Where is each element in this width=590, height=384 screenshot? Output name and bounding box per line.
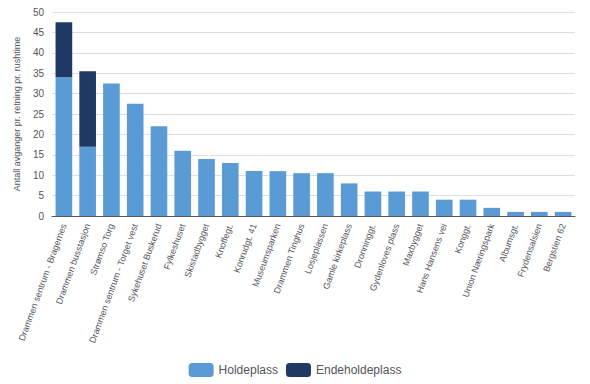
svg-text:Antall avganger pr. retning pr: Antall avganger pr. retning pr. rushtime xyxy=(12,37,22,192)
svg-text:Losjeplassen: Losjeplassen xyxy=(303,222,330,275)
svg-text:30: 30 xyxy=(33,88,45,99)
svg-text:5: 5 xyxy=(38,190,44,201)
svg-text:Drammen sentrum - Torget vest: Drammen sentrum - Torget vest xyxy=(87,222,140,345)
svg-text:Holdeplass: Holdeplass xyxy=(219,363,278,377)
svg-text:25: 25 xyxy=(33,109,45,120)
svg-text:Drammen sentrum - Bragernes: Drammen sentrum - Bragernes xyxy=(16,222,69,343)
svg-text:Museumsparken: Museumsparken xyxy=(250,222,283,289)
svg-text:45: 45 xyxy=(33,27,45,38)
svg-text:Sykehuset Buskerud: Sykehuset Buskerud xyxy=(126,222,164,303)
svg-text:Union Næringspark: Union Næringspark xyxy=(461,222,497,299)
svg-text:Gamle kirkeplass: Gamle kirkeplass xyxy=(321,222,354,291)
svg-text:20: 20 xyxy=(33,129,45,140)
svg-text:Knoffegt.: Knoffegt. xyxy=(213,222,235,259)
svg-text:35: 35 xyxy=(33,68,45,79)
svg-text:Maxbygget: Maxbygget xyxy=(401,222,426,267)
svg-text:Strømso Torg: Strømso Torg xyxy=(88,222,116,276)
svg-text:10: 10 xyxy=(33,170,45,181)
svg-text:Konrudgt. 41: Konrudgt. 41 xyxy=(232,222,259,274)
svg-text:0: 0 xyxy=(38,211,44,222)
svg-text:Drammen Tinghus: Drammen Tinghus xyxy=(272,222,307,295)
svg-text:Konggt.: Konggt. xyxy=(453,222,473,255)
svg-text:Dronninggt.: Dronninggt. xyxy=(352,222,377,269)
svg-text:Albumsgt.: Albumsgt. xyxy=(497,222,520,263)
svg-text:Hans Hansens vei: Hans Hansens vei xyxy=(415,222,449,294)
svg-text:50: 50 xyxy=(33,7,45,18)
svg-text:Skistadbygget: Skistadbygget xyxy=(182,222,211,279)
svg-text:40: 40 xyxy=(33,47,45,58)
svg-text:Frydensalsien: Frydensalsien xyxy=(515,222,544,278)
svg-text:Drammen busstasjon: Drammen busstasjon xyxy=(54,222,92,305)
svg-text:15: 15 xyxy=(33,149,45,160)
svg-text:Bergstien 62: Bergstien 62 xyxy=(541,222,568,273)
svg-text:Gydenloves plass: Gydenloves plass xyxy=(368,222,402,293)
svg-text:Endeholdeplass: Endeholdeplass xyxy=(316,363,401,377)
svg-text:Fylkeshuset: Fylkeshuset xyxy=(162,222,188,271)
